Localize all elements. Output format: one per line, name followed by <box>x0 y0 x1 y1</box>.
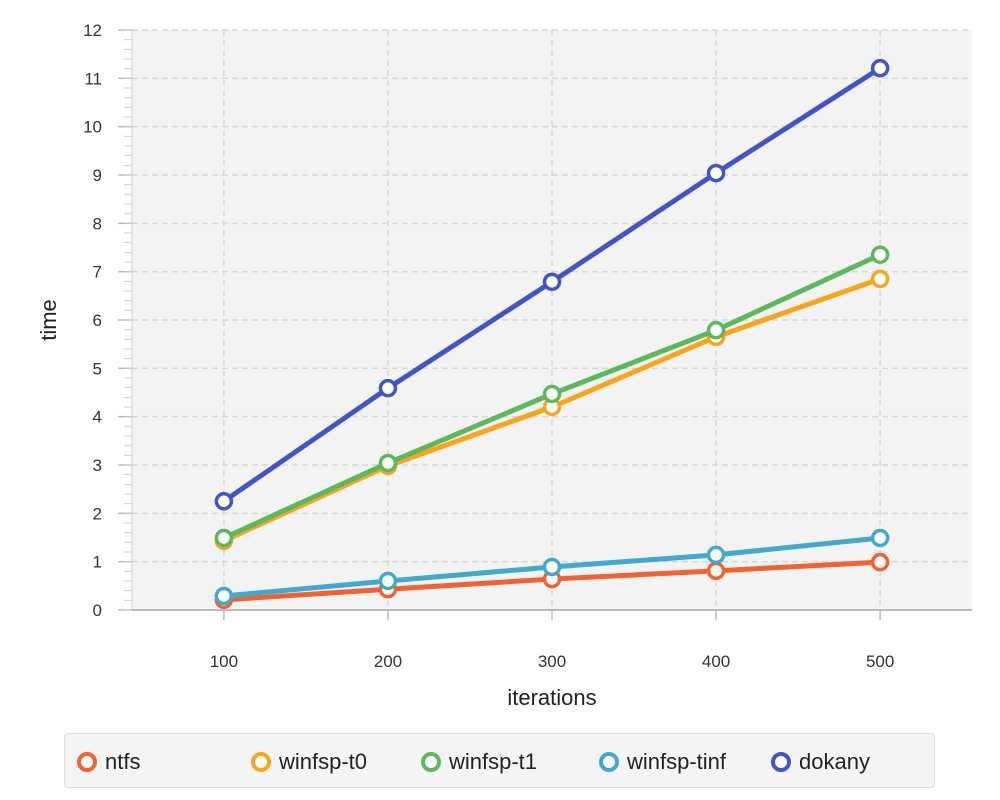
data-point-dokany[interactable] <box>542 272 562 292</box>
legend-item-winfsp-tinf[interactable]: winfsp-tinf <box>599 749 726 775</box>
data-point-winfsp-t1[interactable] <box>378 453 398 473</box>
y-tick-label: 0 <box>93 601 102 620</box>
y-tick-label: 8 <box>93 214 102 233</box>
legend-item-winfsp-t1[interactable]: winfsp-t1 <box>421 749 537 775</box>
x-tick-label: 300 <box>538 652 566 671</box>
legend-label: dokany <box>799 749 870 774</box>
y-tick-label: 2 <box>93 504 102 523</box>
x-tick-label: 500 <box>866 652 894 671</box>
y-tick-label: 1 <box>93 553 102 572</box>
legend-marker-icon <box>421 752 441 772</box>
legend-label: ntfs <box>105 749 141 774</box>
data-point-winfsp-t0[interactable] <box>870 269 890 289</box>
legend-label: winfsp-tinf <box>627 749 727 774</box>
y-tick-label: 6 <box>93 311 102 330</box>
x-tick-label: 200 <box>374 652 402 671</box>
legend-marker-icon <box>77 752 97 772</box>
y-tick-label: 10 <box>83 118 102 137</box>
x-tick-label: 400 <box>702 652 730 671</box>
data-point-winfsp-tinf[interactable] <box>870 528 890 548</box>
data-point-winfsp-t1[interactable] <box>706 320 726 340</box>
x-axis-label: iterations <box>507 685 596 710</box>
y-tick-label: 3 <box>93 456 102 475</box>
x-tick-label: 100 <box>210 652 238 671</box>
data-point-ntfs[interactable] <box>706 561 726 581</box>
y-tick-label: 9 <box>93 166 102 185</box>
legend-marker-icon <box>771 752 791 772</box>
legend-label: winfsp-t0 <box>279 749 368 774</box>
data-point-winfsp-tinf[interactable] <box>542 557 562 577</box>
y-tick-label: 12 <box>83 21 102 40</box>
series-winfsp-t1 <box>214 245 890 548</box>
legend-marker-icon <box>251 752 271 772</box>
y-tick-label: 4 <box>93 408 102 427</box>
legend-item-dokany[interactable]: dokany <box>771 749 870 775</box>
data-point-dokany[interactable] <box>706 163 726 183</box>
data-point-winfsp-t1[interactable] <box>214 528 234 548</box>
data-point-winfsp-tinf[interactable] <box>378 571 398 591</box>
data-point-winfsp-t1[interactable] <box>870 245 890 264</box>
data-point-dokany[interactable] <box>214 492 234 511</box>
data-point-winfsp-tinf[interactable] <box>214 586 234 606</box>
data-point-dokany[interactable] <box>870 58 890 78</box>
series-dokany <box>214 58 890 511</box>
data-point-dokany[interactable] <box>378 378 398 398</box>
y-axis-label: time <box>36 299 61 341</box>
y-tick-label: 7 <box>93 263 102 282</box>
legend-item-ntfs[interactable]: ntfs <box>77 749 140 775</box>
legend-label: winfsp-t1 <box>449 749 538 774</box>
legend-marker-icon <box>599 752 619 772</box>
y-tick-label: 5 <box>93 359 102 378</box>
legend: ntfs winfsp-t0 winfsp-t1 winfsp-tinf dokany <box>64 733 935 788</box>
series-winfsp-tinf <box>214 528 890 606</box>
data-point-ntfs[interactable] <box>870 552 890 572</box>
data-point-winfsp-tinf[interactable] <box>706 545 726 565</box>
y-tick-label: 11 <box>84 69 102 88</box>
data-point-winfsp-t1[interactable] <box>542 384 562 404</box>
legend-item-winfsp-t0[interactable]: winfsp-t0 <box>251 749 367 775</box>
